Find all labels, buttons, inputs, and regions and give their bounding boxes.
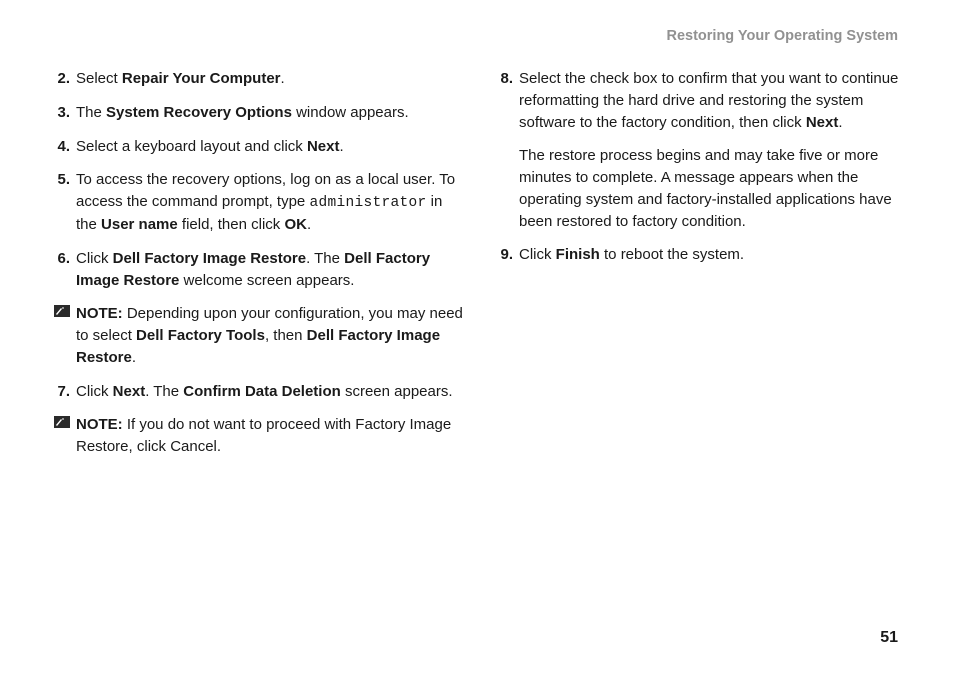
step-2: 2. Select Repair Your Computer. (48, 68, 463, 90)
monospace-text: administrator (309, 195, 426, 211)
note-label: NOTE: (76, 305, 123, 322)
page-number: 51 (880, 629, 898, 647)
bold: Finish (556, 246, 600, 263)
text: screen appears. (341, 383, 453, 400)
text: . The (306, 250, 344, 267)
step-number: 8. (491, 68, 513, 133)
step-4: 4. Select a keyboard layout and click Ne… (48, 136, 463, 158)
bold: Dell Factory Image Restore (113, 250, 306, 267)
bold: OK (284, 216, 307, 233)
bold: Next (113, 383, 146, 400)
step-text: Select a keyboard layout and click Next. (76, 136, 344, 158)
text: . (281, 70, 285, 87)
text: . (339, 138, 343, 155)
text: . (307, 216, 311, 233)
bold: Next (307, 138, 340, 155)
right-column: 8. Select the check box to confirm that … (491, 68, 906, 470)
step-9: 9. Click Finish to reboot the system. (491, 244, 906, 266)
text: Select (76, 70, 122, 87)
step-number: 7. (48, 381, 70, 403)
note-label: NOTE: (76, 416, 123, 433)
step-5: 5. To access the recovery options, log o… (48, 169, 463, 236)
note-1: NOTE: Depending upon your configuration,… (48, 303, 463, 368)
step-text: Click Next. The Confirm Data Deletion sc… (76, 381, 453, 403)
step-number: 9. (491, 244, 513, 266)
page-header: Restoring Your Operating System (48, 28, 906, 44)
text: field, then click (178, 216, 285, 233)
step-3: 3. The System Recovery Options window ap… (48, 102, 463, 124)
note-icon (48, 414, 70, 458)
step-text: To access the recovery options, log on a… (76, 169, 463, 236)
note-text: NOTE: If you do not want to proceed with… (76, 414, 463, 458)
step-text: Select the check box to confirm that you… (519, 68, 906, 133)
text: If you do not want to proceed with Facto… (76, 416, 451, 455)
step-text: The System Recovery Options window appea… (76, 102, 409, 124)
step-8-continuation: The restore process begins and may take … (519, 145, 906, 232)
text: Click (76, 250, 113, 267)
text: , then (265, 327, 307, 344)
note-text: NOTE: Depending upon your configuration,… (76, 303, 463, 368)
text: . (132, 349, 136, 366)
step-text: Click Dell Factory Image Restore. The De… (76, 248, 463, 292)
step-7: 7. Click Next. The Confirm Data Deletion… (48, 381, 463, 403)
text: Click (76, 383, 113, 400)
text: . The (145, 383, 183, 400)
note-2: NOTE: If you do not want to proceed with… (48, 414, 463, 458)
text: welcome screen appears. (179, 272, 354, 289)
left-column: 2. Select Repair Your Computer. 3. The S… (48, 68, 463, 470)
text: window appears. (292, 104, 409, 121)
step-text: Select Repair Your Computer. (76, 68, 285, 90)
bold: System Recovery Options (106, 104, 292, 121)
step-number: 4. (48, 136, 70, 158)
bold: Dell Factory Tools (136, 327, 265, 344)
text: Select a keyboard layout and click (76, 138, 307, 155)
step-number: 5. (48, 169, 70, 236)
step-8: 8. Select the check box to confirm that … (491, 68, 906, 133)
bold: Next (806, 114, 839, 131)
text: . (838, 114, 842, 131)
bold: User name (101, 216, 178, 233)
text: to reboot the system. (600, 246, 744, 263)
step-number: 3. (48, 102, 70, 124)
content-columns: 2. Select Repair Your Computer. 3. The S… (48, 68, 906, 470)
text: Click (519, 246, 556, 263)
step-6: 6. Click Dell Factory Image Restore. The… (48, 248, 463, 292)
bold: Confirm Data Deletion (183, 383, 341, 400)
note-icon (48, 303, 70, 368)
step-number: 6. (48, 248, 70, 292)
text: The (76, 104, 106, 121)
step-number: 2. (48, 68, 70, 90)
bold: Repair Your Computer (122, 70, 281, 87)
step-text: Click Finish to reboot the system. (519, 244, 744, 266)
